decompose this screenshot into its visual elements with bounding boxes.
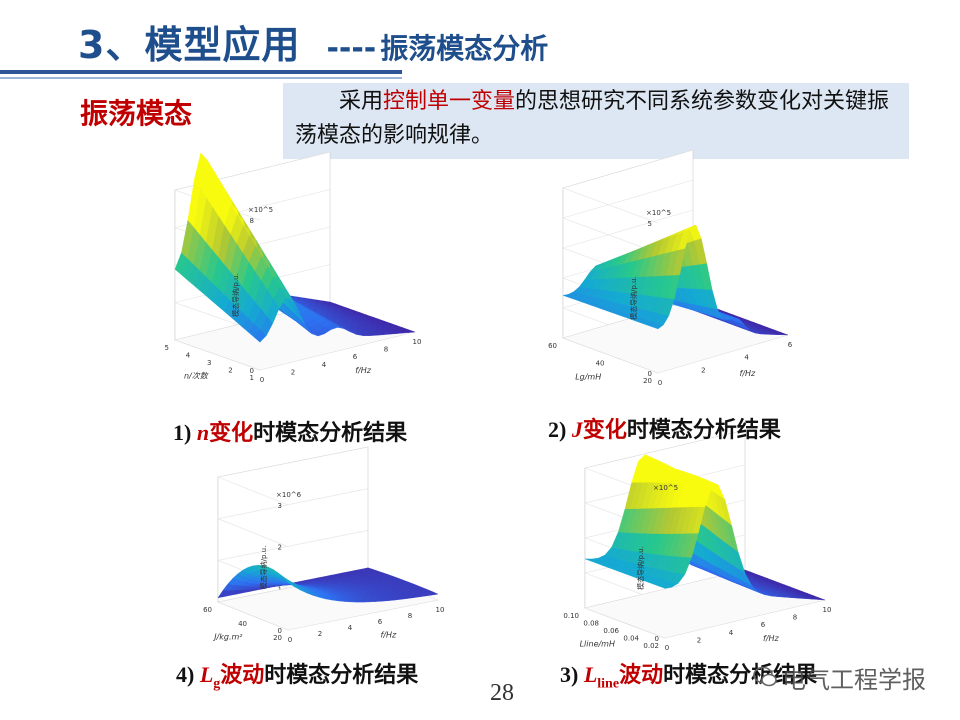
x-tick-label: 2	[697, 636, 701, 644]
z-tick-label: 3	[278, 502, 282, 510]
x-axis-label: f/Hz	[381, 631, 398, 640]
intro-suffix: 的思想研究不同系统参数变化对关键振荡模态的影响规律。	[295, 89, 890, 148]
title-main: 3、模型应用	[78, 23, 301, 67]
z-exponent: ×10^5	[646, 209, 671, 217]
wechat-icon	[753, 666, 777, 687]
x-tick-label: 2	[291, 368, 295, 376]
z-tick-label: 0	[250, 367, 254, 375]
y-axis-label: Lline/mH	[580, 640, 615, 649]
x-tick-label: 4	[729, 629, 734, 637]
y-tick-label: 3	[207, 359, 211, 367]
x-tick-label: 4	[322, 361, 327, 369]
y-tick-label: 0.02	[643, 642, 659, 650]
z-gridline	[562, 179, 694, 254]
y-axis-label: Lg/mH	[575, 372, 601, 381]
slide-title: 3、模型应用 ---- 振荡模态分析	[78, 14, 548, 69]
title-subtitle: 振荡模态分析	[380, 32, 549, 65]
x-tick-label: 6	[761, 621, 766, 629]
y-tick-label: 0.10	[563, 612, 579, 620]
intro-text: 采用控制单一变量的思想研究不同系统参数变化对关键振荡模态的影响规律。	[283, 83, 909, 159]
z-axis-label: 模态导纳/p.u.	[231, 273, 240, 317]
x-tick-label: 0	[658, 379, 662, 387]
caption-2: 2) J变化时模态分析结果	[548, 417, 781, 442]
x-axis-label: f/Hz	[740, 369, 757, 378]
surface-cell	[402, 329, 416, 333]
x-axis-label: f/Hz	[763, 634, 780, 643]
title-dashes: ----	[326, 31, 377, 66]
surface-cell	[426, 591, 439, 596]
x-tick-label: 8	[793, 614, 797, 622]
intro-highlight: 控制单一变量	[383, 89, 516, 114]
y-tick-label: 20	[273, 634, 282, 642]
z-tick-label: 0	[655, 635, 659, 643]
x-tick-label: 6	[353, 353, 358, 361]
y-tick-label: 5	[165, 344, 169, 352]
y-axis-label: J/kg.m²	[212, 632, 243, 641]
z-tick-label: 5	[648, 220, 652, 228]
x-tick-label: 8	[408, 612, 412, 620]
caption-4: 4) Lg波动时模态分析结果	[176, 662, 419, 692]
y-tick-label: 1	[250, 374, 254, 382]
z-gridline	[216, 488, 369, 547]
z-tick-label: 8	[250, 217, 254, 225]
plot-lg-fluctuation: 0 1 2 3 0 2 4 6 8 10 f/Hz 20 40 60 J/kg.m² 模态导纳/p.u. ×10…	[203, 446, 445, 644]
z-tick-label: 0	[278, 627, 282, 635]
title-underline-thin	[0, 77, 402, 79]
y-tick-label: 40	[238, 620, 247, 628]
y-tick-label: 4	[186, 352, 191, 360]
z-axis-label: 模态导纳/p.u.	[259, 546, 268, 590]
caption-3: 3) Lline波动时模态分析结果	[560, 662, 818, 692]
watermark: 电气工程学报	[782, 666, 926, 694]
z-exponent: ×10^6	[276, 491, 302, 499]
x-tick-label: 8	[384, 346, 388, 354]
x-tick-label: 10	[413, 338, 422, 346]
x-tick-label: 0	[665, 644, 669, 652]
z-gridline	[216, 446, 369, 506]
z-tick-label: 2	[278, 544, 282, 552]
title-underline	[0, 70, 402, 74]
x-tick-label: 2	[701, 366, 705, 374]
y-tick-label: 20	[643, 377, 652, 385]
x-tick-label: 10	[823, 606, 832, 614]
z-tick-label: 0	[648, 370, 652, 378]
x-tick-label: 4	[348, 624, 353, 632]
x-tick-label: 6	[378, 618, 383, 626]
intro-prefix: 采用	[339, 89, 384, 114]
z-tick-label: 1	[278, 585, 282, 593]
y-tick-label: 0.06	[603, 627, 619, 635]
x-tick-label: 0	[260, 376, 264, 384]
x-tick-label: 0	[288, 636, 292, 644]
y-tick-label: 60	[548, 342, 557, 350]
y-tick-label: 0.04	[623, 635, 639, 643]
x-tick-label: 6	[788, 341, 793, 349]
x-tick-label: 4	[744, 354, 749, 362]
z-axis-label: 模态导纳/p.u.	[629, 276, 638, 320]
x-tick-label: 2	[318, 630, 322, 638]
surface-cell	[775, 332, 789, 336]
z-exponent: ×10^5	[653, 484, 678, 492]
y-tick-label: 2	[228, 367, 232, 375]
z-exponent: ×10^5	[248, 206, 273, 214]
surface-cell	[812, 597, 826, 601]
z-axis-label: 模态导纳/p.u.	[636, 546, 645, 590]
y-axis-label: n/次数	[184, 372, 209, 381]
x-axis-label: f/Hz	[355, 366, 372, 375]
plot-lline-fluctuation: 012340246810f/Hz0.020.040.060.080.10Llin…	[563, 429, 832, 652]
y-tick-label: 0.08	[583, 620, 599, 628]
y-tick-label: 40	[596, 360, 605, 368]
surface-cell	[331, 323, 345, 329]
caption-1: 1) n变化时模态分析结果	[173, 420, 408, 445]
x-tick-label: 10	[436, 606, 445, 614]
section-label: 振荡模态	[80, 97, 193, 130]
z-gridline	[562, 149, 694, 224]
page-number: 28	[490, 680, 514, 706]
y-tick-label: 60	[203, 606, 212, 614]
